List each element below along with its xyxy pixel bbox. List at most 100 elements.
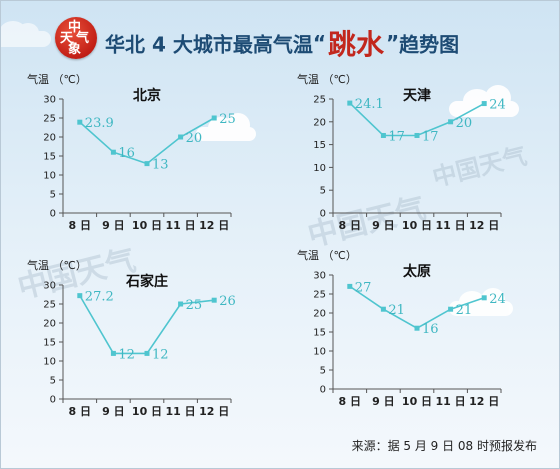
- data-point: [211, 297, 217, 303]
- data-point: [77, 293, 83, 299]
- y-tick-label: 20: [43, 319, 56, 330]
- data-point: [448, 306, 454, 312]
- y-tick-label: 30: [313, 271, 326, 282]
- y-tick-label: 5: [50, 190, 56, 201]
- y-tick-label: 15: [43, 338, 56, 349]
- x-tick-label: 11 日: [166, 405, 196, 417]
- y-tick-label: 25: [313, 95, 326, 106]
- title-suffix: 趋势图: [399, 32, 460, 57]
- y-tick-label: 15: [313, 328, 326, 339]
- y-tick-label: 5: [320, 186, 326, 197]
- data-label: 24: [489, 292, 506, 307]
- y-tick-label: 0: [50, 395, 56, 406]
- data-label: 12: [118, 347, 135, 362]
- data-label: 27.2: [85, 290, 114, 305]
- x-tick-label: 10 日: [132, 405, 162, 417]
- data-point: [110, 350, 116, 356]
- x-tick-label: 12 日: [199, 219, 229, 231]
- data-label: 20: [456, 116, 473, 131]
- page-title: 华北 4 大城市最高气温“跳水 ”趋势图: [105, 23, 460, 61]
- y-tick-label: 25: [43, 300, 56, 311]
- y-tick-label: 5: [50, 376, 56, 387]
- x-tick-label: 12 日: [469, 395, 499, 407]
- data-point: [144, 161, 150, 167]
- chart-beijing: 气温 （℃） 北京 0 5 10 15 20 25 30 8 日 9 日 10 日 11 日 12 日 23…: [23, 71, 263, 235]
- data-label: 20: [186, 131, 203, 146]
- x-tick-label: 12 日: [199, 405, 229, 417]
- x-tick-label: 12 日: [469, 219, 499, 231]
- y-tick-label: 10: [313, 163, 326, 174]
- y-tick-label: 30: [43, 95, 56, 106]
- y-tick-label: 15: [43, 152, 56, 163]
- y-tick-label: 10: [313, 347, 326, 358]
- line-chart-svg: 气温 （℃） 太原 0 5 10 15 20 25 30 8 日 9 日 10 日 11 日 12 日 27…: [297, 248, 506, 408]
- source-note: 来源：据 5 月 9 日 08 时预报发布: [351, 439, 537, 453]
- x-tick-label: 9 日: [372, 219, 394, 231]
- x-tick-label: 11 日: [436, 395, 466, 407]
- data-label: 26: [219, 294, 236, 309]
- logo-char: 天: [60, 31, 74, 46]
- chart-title: 天津: [403, 87, 431, 104]
- chart-title: 太原: [403, 263, 431, 280]
- data-point: [178, 134, 184, 140]
- data-label: 25: [219, 112, 236, 127]
- data-label: 17: [422, 129, 439, 144]
- data-point: [414, 325, 420, 331]
- line-chart-svg: 气温 （℃） 北京 0 5 10 15 20 25 30 8 日 9 日 10 日 11 日 12 日 23…: [27, 72, 236, 232]
- data-label: 24.1: [355, 97, 384, 112]
- data-point: [211, 115, 217, 121]
- data-label: 25: [186, 298, 203, 313]
- x-tick-label: 10 日: [132, 219, 162, 231]
- x-tick-label: 10 日: [402, 395, 432, 407]
- chart-title: 北京: [133, 87, 161, 104]
- chart-shijiazhuang: 气温 （℃） 石家庄 0 5 10 15 20 25 30 8 日 9 日 10 日 11 日 12 日 2…: [23, 257, 263, 421]
- y-tick-label: 0: [50, 209, 56, 220]
- chart-taiyuan: 气温 （℃） 太原 0 5 10 15 20 25 30 8 日 9 日 10 日 11 日 12 日 27…: [293, 247, 533, 411]
- data-point: [414, 132, 420, 138]
- title-main: 华北 4 大城市最高气温: [105, 32, 313, 57]
- title-quote-close: ”: [386, 31, 400, 55]
- x-tick-label: 9 日: [372, 395, 394, 407]
- data-label: 24: [489, 98, 506, 113]
- data-label: 16: [422, 322, 439, 337]
- y-tick-label: 10: [43, 357, 56, 368]
- data-point: [144, 350, 150, 356]
- data-label: 21: [388, 303, 405, 318]
- data-point: [110, 149, 116, 155]
- cloud-decoration: [1, 21, 51, 47]
- cloud-decoration: [449, 85, 519, 117]
- y-tick-label: 25: [43, 114, 56, 125]
- line-chart-svg: 气温 （℃） 天津 0 5 10 15 20 25 8 日 9 日 10 日 11 日 12 日 24.1…: [297, 72, 506, 232]
- data-point: [380, 306, 386, 312]
- x-tick-label: 9 日: [102, 405, 124, 417]
- weather-logo-icon: 中 天 气 象: [55, 17, 97, 59]
- y-tick-label: 25: [313, 290, 326, 301]
- data-point: [448, 119, 454, 125]
- x-tick-label: 8 日: [339, 219, 361, 231]
- line-chart-svg: 气温 （℃） 石家庄 0 5 10 15 20 25 30 8 日 9 日 10 日 11 日 12 日 2…: [27, 258, 236, 418]
- cloud-decoration: [196, 113, 256, 141]
- title-highlight: 跳水: [328, 28, 385, 61]
- data-point: [481, 101, 487, 107]
- title-quote-open: “: [312, 31, 326, 55]
- data-point: [347, 283, 353, 289]
- y-tick-label: 30: [43, 281, 56, 292]
- x-tick-label: 10 日: [402, 219, 432, 231]
- data-point: [481, 295, 487, 301]
- y-axis-label: 气温 （℃）: [27, 72, 87, 86]
- x-tick-label: 8 日: [339, 395, 361, 407]
- data-label: 21: [456, 303, 473, 318]
- y-tick-label: 0: [320, 385, 326, 396]
- x-tick-label: 8 日: [69, 219, 91, 231]
- data-point: [347, 100, 353, 106]
- y-tick-label: 5: [320, 366, 326, 377]
- data-label: 23.9: [85, 116, 114, 131]
- chart-title: 石家庄: [125, 273, 168, 290]
- data-point: [380, 132, 386, 138]
- y-tick-label: 20: [313, 309, 326, 320]
- chart-tianjin: 气温 （℃） 天津 0 5 10 15 20 25 8 日 9 日 10 日 11 日 12 日 24.1…: [293, 71, 533, 235]
- x-tick-label: 11 日: [436, 219, 466, 231]
- x-tick-label: 8 日: [69, 405, 91, 417]
- data-point: [178, 301, 184, 307]
